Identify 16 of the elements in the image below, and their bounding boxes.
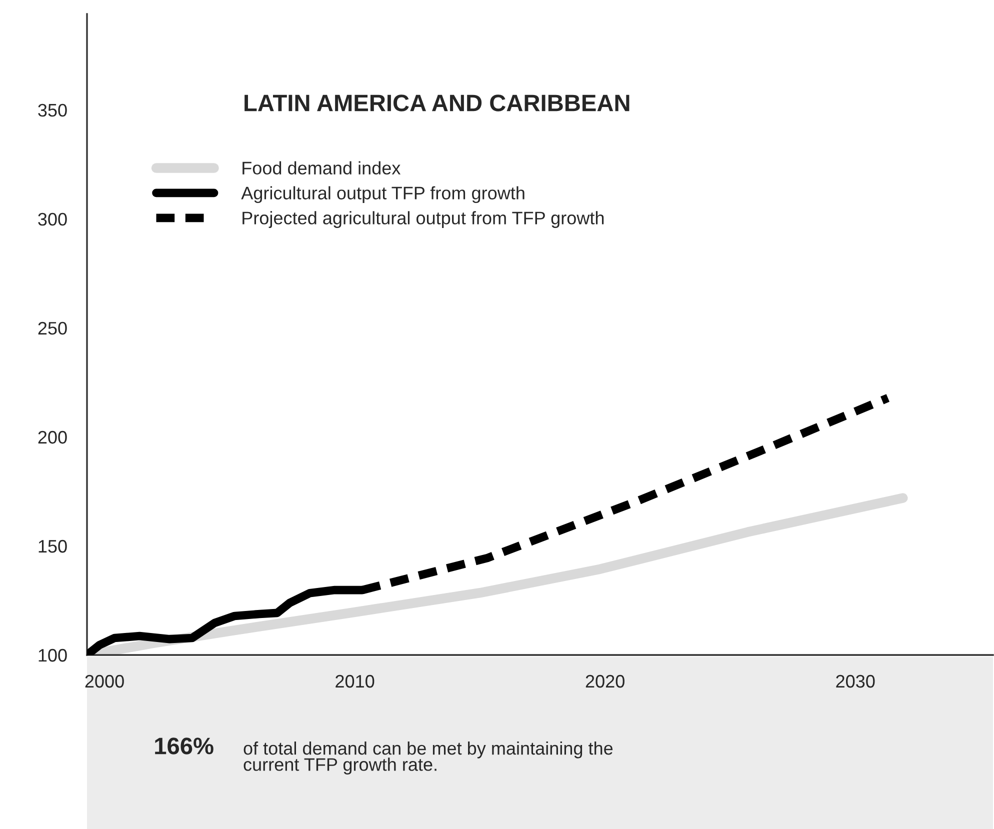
y-tick-label: 250 [38,322,67,335]
legend-label: Food demand index [242,161,401,175]
y-tick-label: 300 [38,212,67,226]
x-tick-label: 2030 [836,674,875,688]
x-tick-label: 2020 [586,674,624,688]
y-tick-label: 150 [38,540,67,553]
x-tick-label: 2010 [336,674,374,688]
legend-label: Projected agricultural output from TFP growth [242,211,604,228]
y-tick-label: 350 [38,104,67,117]
y-tick-label: 200 [38,430,67,444]
y-tick-label: 100 [38,648,67,662]
text: 166% [155,738,214,754]
legend-label: Agricultural output TFP from growth [241,186,524,204]
text: LATIN AMERICA AND CARIBBEAN [244,94,630,112]
text: of total demand can be met by maintaining the current TFP growth rate. [244,741,613,775]
x-tick-label: 2000 [85,674,124,688]
